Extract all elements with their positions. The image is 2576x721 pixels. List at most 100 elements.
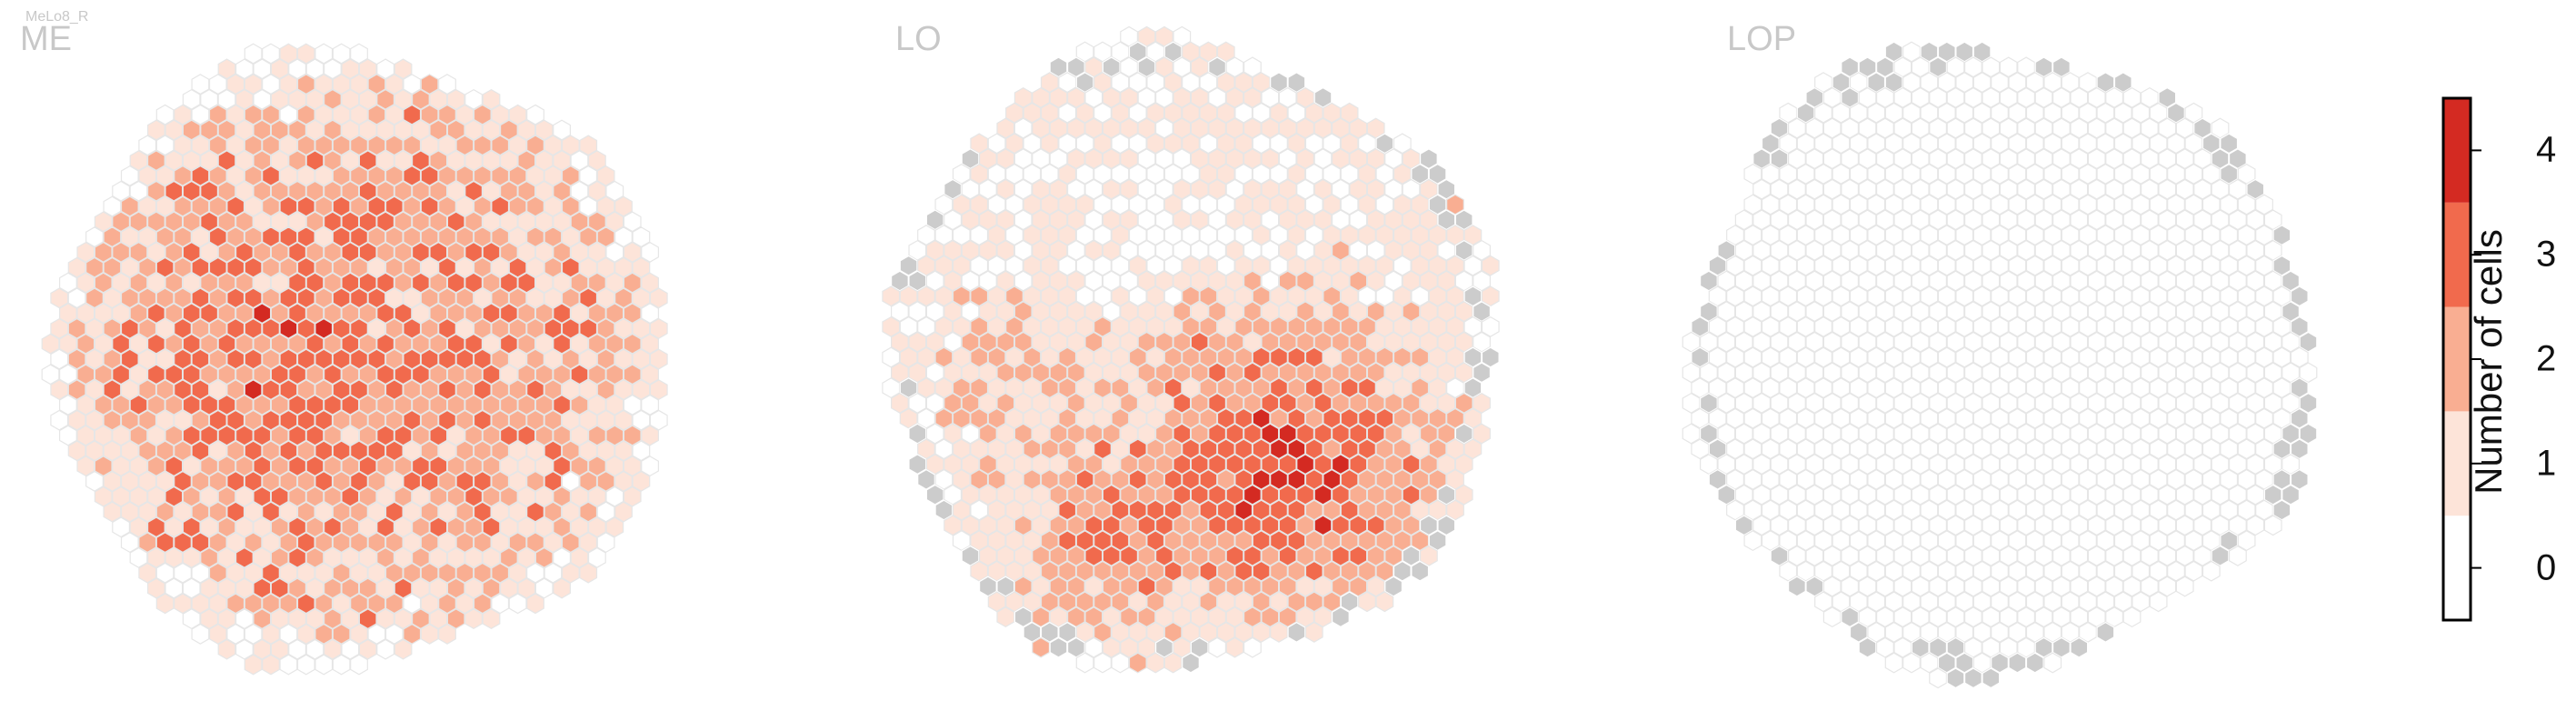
hex-cell bbox=[182, 150, 201, 172]
hex-cell bbox=[1287, 621, 1306, 643]
hex-cell bbox=[235, 394, 254, 416]
hex-cell bbox=[155, 593, 175, 615]
hex-cell bbox=[191, 317, 210, 339]
hex-cell bbox=[288, 364, 307, 386]
hex-cell bbox=[641, 333, 659, 355]
hex-cell bbox=[394, 88, 413, 110]
hex-cell bbox=[138, 165, 157, 186]
hex-cell bbox=[499, 425, 518, 446]
hex-cell bbox=[253, 486, 272, 507]
hex-cell bbox=[217, 58, 236, 80]
hex-cell bbox=[315, 348, 334, 370]
hex-cell bbox=[429, 211, 448, 233]
hex-cell bbox=[253, 394, 272, 416]
hex-cell bbox=[279, 317, 298, 339]
hex-cell bbox=[2263, 515, 2282, 536]
hex-cell bbox=[296, 470, 315, 492]
hex-cell bbox=[587, 456, 606, 477]
hex-cell bbox=[614, 226, 633, 248]
hex-cell bbox=[429, 364, 448, 386]
hex-cell bbox=[438, 562, 456, 584]
hex-cell bbox=[208, 74, 227, 95]
hex-cell bbox=[429, 394, 448, 416]
hex-cell bbox=[394, 58, 413, 80]
hex-cell bbox=[526, 165, 544, 186]
hex-cell bbox=[182, 516, 201, 538]
hex-cell bbox=[253, 211, 272, 233]
hex-cell bbox=[526, 440, 544, 462]
hex-cell bbox=[544, 562, 563, 584]
hex-cell bbox=[482, 211, 501, 233]
hex-cell bbox=[191, 256, 210, 278]
hex-cell bbox=[138, 135, 157, 156]
hex-cell bbox=[279, 165, 298, 186]
hex-cell bbox=[155, 195, 175, 217]
hex-cell bbox=[1049, 636, 1068, 658]
hex-cell bbox=[296, 104, 315, 125]
hex-cell bbox=[120, 195, 139, 217]
hex-cell bbox=[305, 456, 324, 477]
hex-cell bbox=[323, 180, 342, 202]
hex-cell bbox=[384, 501, 404, 523]
hex-cell bbox=[147, 425, 165, 446]
hex-cell bbox=[235, 211, 254, 233]
hex-cell bbox=[570, 180, 589, 202]
hex-cell bbox=[341, 425, 360, 446]
hex-cell bbox=[482, 486, 501, 507]
hex-cell bbox=[253, 577, 272, 599]
hex-cell bbox=[587, 272, 606, 294]
hex-cell bbox=[623, 456, 642, 477]
hex-cell bbox=[553, 425, 571, 446]
hex-cell bbox=[182, 303, 201, 325]
hex-cell bbox=[208, 379, 227, 401]
hex-cell bbox=[499, 546, 518, 568]
hex-cell bbox=[350, 379, 368, 401]
hex-cell bbox=[614, 287, 633, 309]
hex-cell bbox=[350, 501, 368, 523]
hex-cell bbox=[85, 226, 104, 248]
hex-cell bbox=[429, 516, 448, 538]
hex-cell bbox=[482, 577, 501, 599]
hex-cell bbox=[561, 409, 580, 431]
hex-cell bbox=[253, 58, 272, 80]
hex-cell bbox=[341, 119, 360, 141]
hex-cell bbox=[270, 486, 289, 507]
hex-cell bbox=[147, 211, 165, 233]
hex-cell bbox=[534, 333, 554, 355]
hex-cell bbox=[305, 150, 324, 172]
hex-cell bbox=[534, 303, 554, 325]
hex-cell bbox=[632, 348, 651, 370]
hex-cell bbox=[67, 256, 86, 278]
hex-cell bbox=[67, 317, 86, 339]
hex-cell bbox=[517, 516, 536, 538]
hex-cell bbox=[411, 394, 430, 416]
hex-cell bbox=[587, 364, 606, 386]
hex-cell bbox=[544, 256, 563, 278]
hex-cell bbox=[376, 486, 395, 507]
hex-cell bbox=[394, 486, 413, 507]
hex-cell bbox=[208, 135, 227, 156]
hex-cell bbox=[174, 135, 192, 156]
hex-cell bbox=[367, 532, 386, 554]
hex-cell bbox=[491, 379, 510, 401]
hex-cell bbox=[270, 119, 289, 141]
hex-cell bbox=[296, 440, 315, 462]
hex-cell bbox=[587, 486, 606, 507]
hex-cell bbox=[429, 303, 448, 325]
hex-cell bbox=[226, 104, 245, 125]
hex-cell bbox=[138, 501, 157, 523]
hex-cell bbox=[367, 440, 386, 462]
hex-cell bbox=[315, 562, 334, 584]
hex-cell bbox=[534, 211, 554, 233]
hex-cell bbox=[253, 364, 272, 386]
hex-cell bbox=[262, 532, 280, 554]
hex-cell bbox=[94, 211, 113, 233]
hex-cell bbox=[553, 150, 571, 172]
hex-cell bbox=[217, 150, 236, 172]
hex-cell bbox=[217, 546, 236, 568]
hex-cell bbox=[323, 119, 342, 141]
hex-cell bbox=[155, 104, 175, 125]
hex-cell bbox=[403, 317, 422, 339]
hex-cell bbox=[1884, 652, 1903, 674]
